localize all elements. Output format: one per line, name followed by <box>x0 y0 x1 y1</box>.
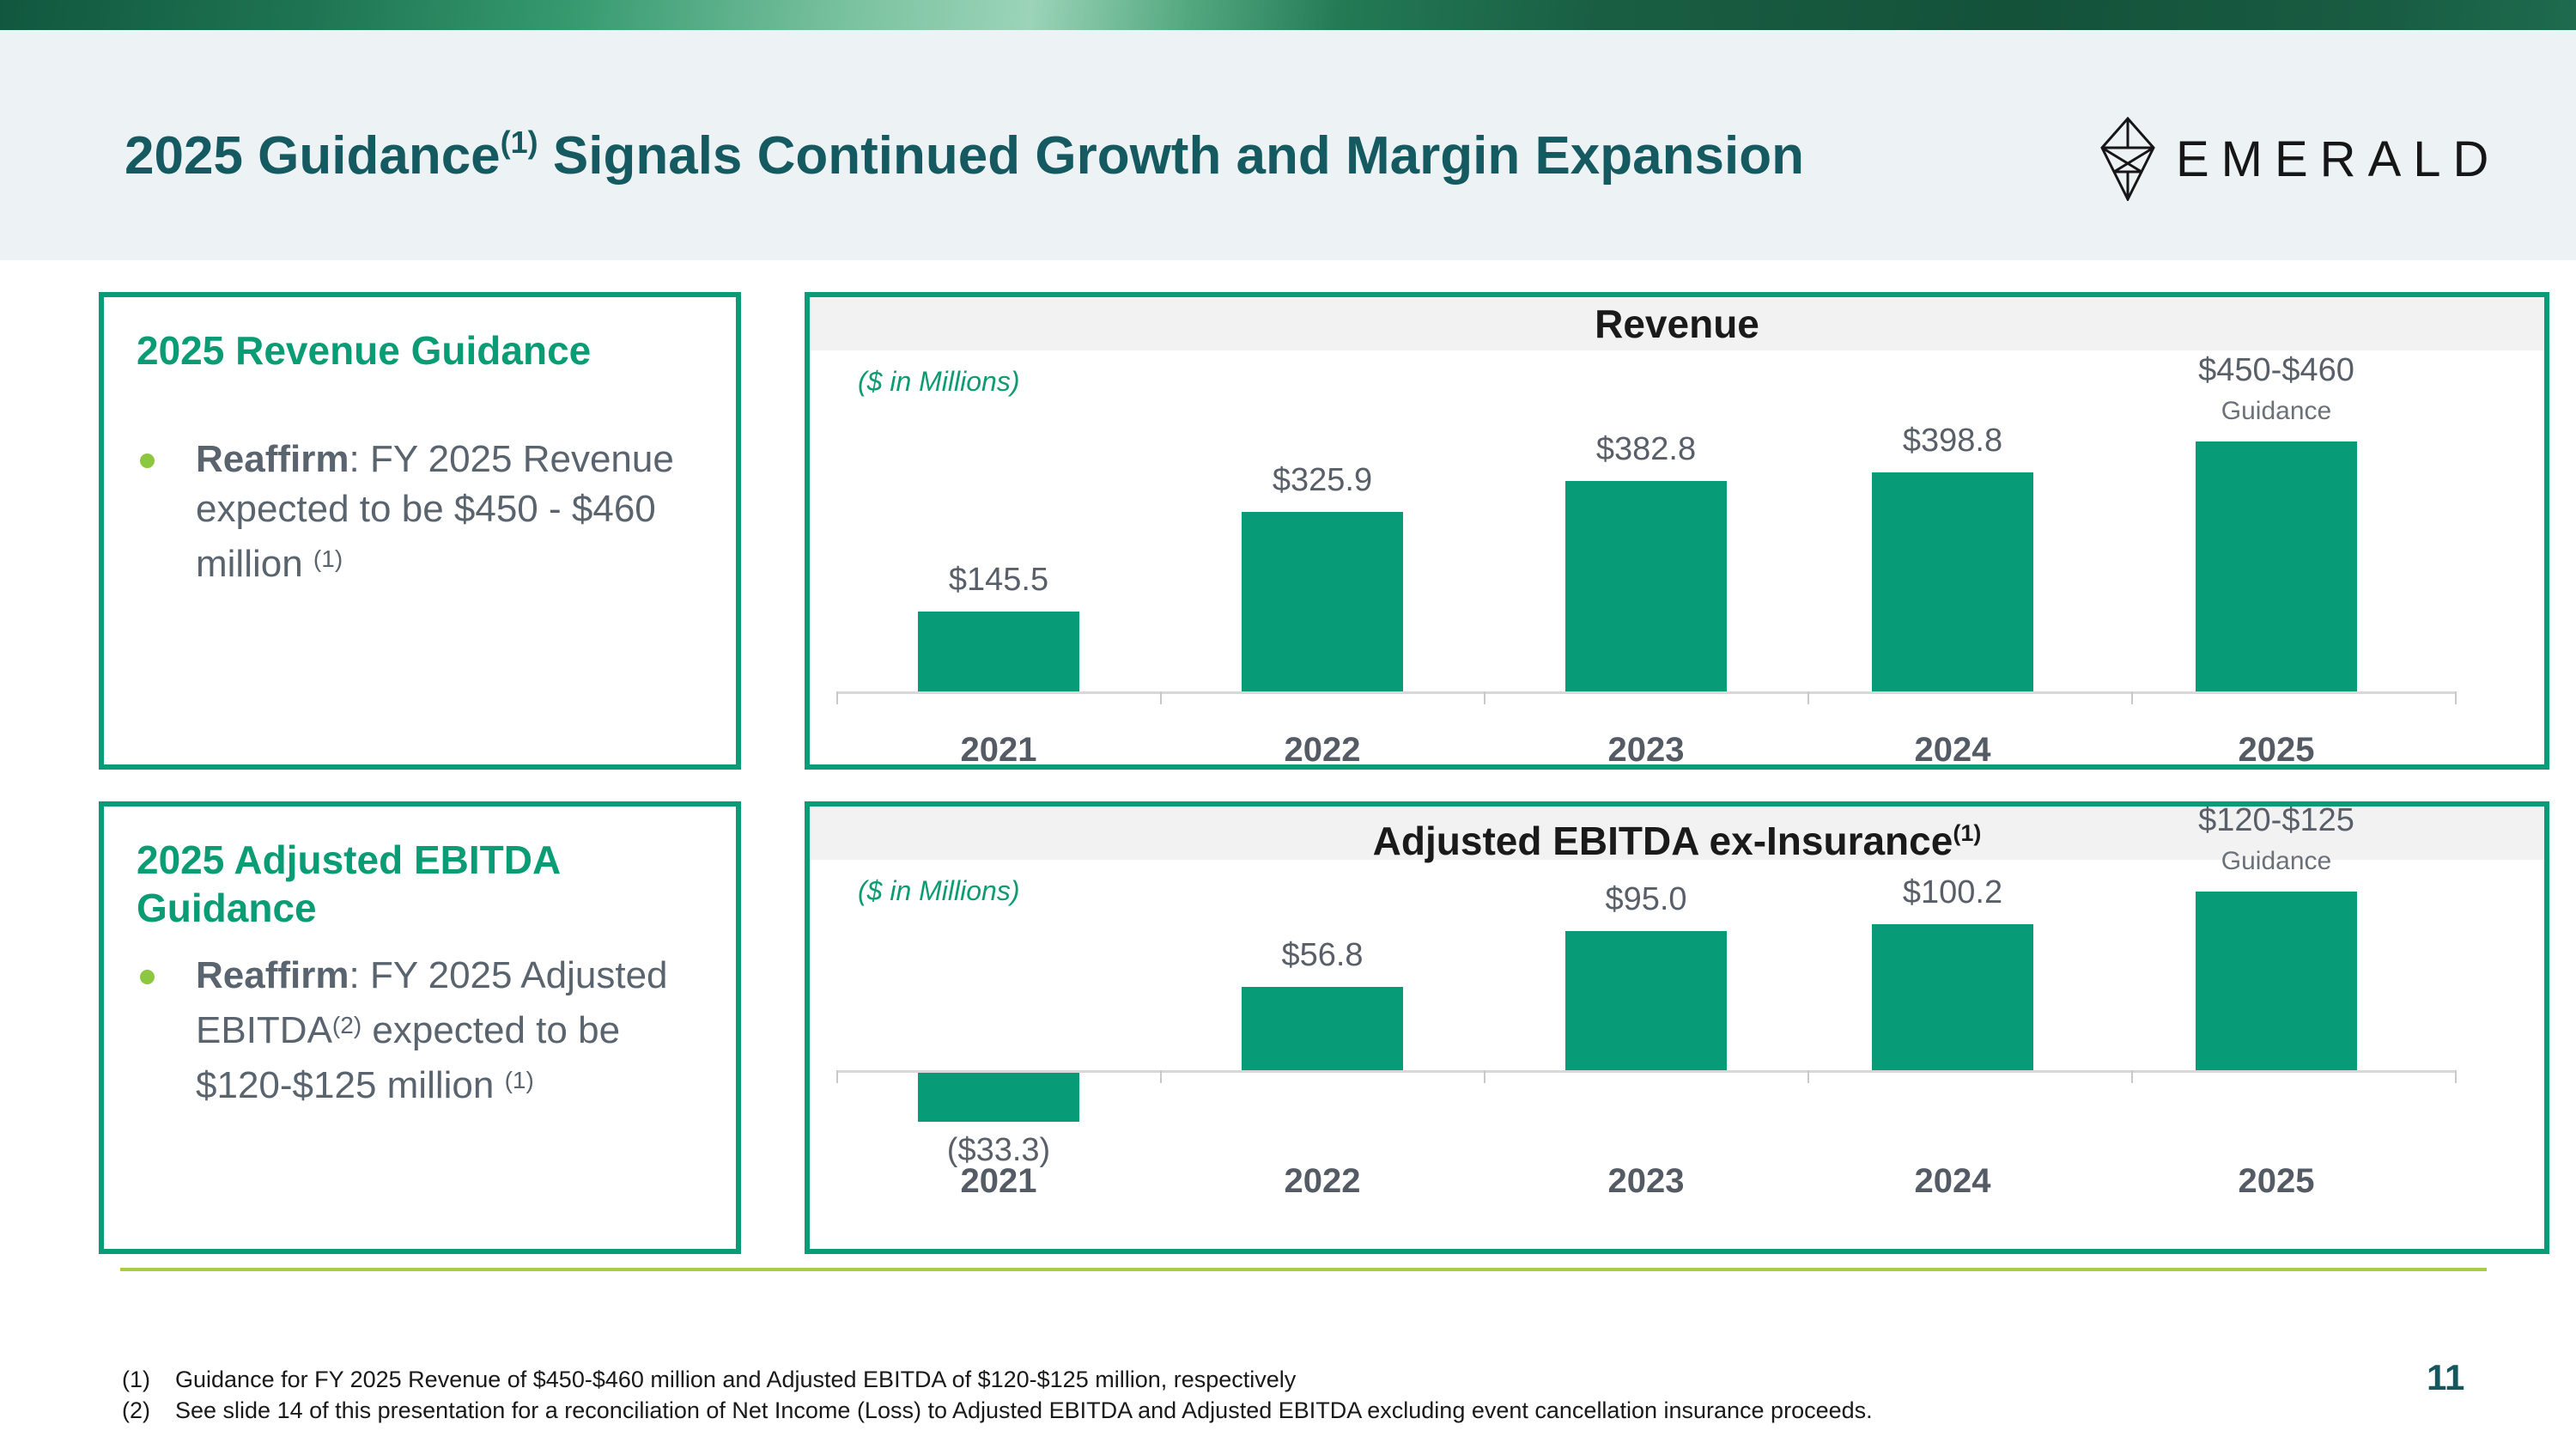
bar-2022 <box>1242 512 1403 691</box>
x-tick-label-2024: 2024 <box>1914 731 1991 769</box>
slide-header: 2025 Guidance(1) Signals Continued Growt… <box>0 30 2576 260</box>
ebitda-units-note: ($ in Millions) <box>858 875 1020 906</box>
bullet-body: : FY 2025 Revenue expected to be $450 - … <box>196 438 674 585</box>
bar-2022 <box>1242 987 1403 1070</box>
page-title: 2025 Guidance(1) Signals Continued Growt… <box>125 125 1804 186</box>
ebitda-chart: Adjusted EBITDA ex-Insurance(1) ($ in Mi… <box>805 801 2549 1254</box>
x-axis-tick <box>1484 1070 1485 1083</box>
x-tick-label-2023: 2023 <box>1607 731 1685 769</box>
emerald-logo-wordmark: EMERALD <box>2176 131 2501 187</box>
x-axis-tick <box>2455 1070 2457 1083</box>
bar-2024 <box>1872 472 2033 691</box>
bullet-footnote-ref-1: (1) <box>504 1067 534 1093</box>
bar-label-2021: ($33.3) <box>946 1132 1051 1168</box>
bar-2025 <box>2196 441 2357 691</box>
bar-2025 <box>2196 892 2357 1070</box>
x-tick-label-2022: 2022 <box>1284 1162 1361 1200</box>
bar-sublabel-2025: Guidance <box>2221 847 2332 875</box>
x-axis-line <box>836 1070 2456 1073</box>
revenue-chart-title: Revenue <box>810 297 2544 350</box>
ebitda-chart-title-footnote-ref: (1) <box>1953 820 1982 846</box>
emerald-gem-icon <box>2100 117 2155 201</box>
bar-2021 <box>918 612 1079 691</box>
footnote-1-text: Guidance for FY 2025 Revenue of $450-$46… <box>175 1367 1297 1392</box>
footnote-1-marker: (1) <box>122 1367 150 1392</box>
ebitda-guidance-panel: 2025 Adjusted EBITDA Guidance Reaffirm: … <box>99 801 741 1254</box>
bar-label-2022: $56.8 <box>1281 937 1364 973</box>
bullet-lead: Reaffirm <box>196 954 349 996</box>
page-title-footnote-ref: (1) <box>500 125 538 160</box>
emerald-logo: EMERALD <box>2100 107 2500 210</box>
x-tick-label-2023: 2023 <box>1607 1162 1685 1200</box>
revenue-guidance-bullet-text: Reaffirm: FY 2025 Revenue expected to be… <box>196 435 728 589</box>
footnote-2-marker: (2) <box>122 1397 150 1423</box>
x-axis-tick <box>1484 691 1485 704</box>
bullet-dot-icon <box>140 454 155 468</box>
bar-2023 <box>1565 481 1727 691</box>
revenue-chart-title-text: Revenue <box>1595 301 1759 346</box>
x-tick-label-2024: 2024 <box>1914 1162 1991 1200</box>
x-tick-label-2021: 2021 <box>960 731 1037 769</box>
x-axis-tick <box>1160 1070 1162 1083</box>
footnotes: (1) Guidance for FY 2025 Revenue of $450… <box>122 1364 1873 1426</box>
bar-label-2024: $398.8 <box>1902 423 2003 459</box>
x-axis-tick <box>836 1070 838 1083</box>
bar-label-2024: $100.2 <box>1902 874 2003 910</box>
page-number: 11 <box>2427 1357 2465 1397</box>
bar-label-2021: $145.5 <box>948 562 1049 598</box>
ebitda-chart-title: Adjusted EBITDA ex-Insurance(1) <box>810 807 2544 863</box>
revenue-plot-area: $145.5 2021 $325.9 2022 $382.8 2023 $398.8 2024… <box>810 350 2544 769</box>
x-axis-tick <box>2131 1070 2133 1083</box>
x-axis-tick <box>1807 1070 1809 1083</box>
bar-2023 <box>1565 931 1727 1070</box>
footer-divider-line <box>120 1268 2487 1271</box>
bar-2021 <box>918 1073 1079 1122</box>
bullet-footnote-ref: (1) <box>313 545 343 572</box>
bar-label-2022: $325.9 <box>1272 462 1373 498</box>
bullet-body-2: expected to be $120-$125 million <box>196 1009 621 1106</box>
ebitda-chart-title-text: Adjusted EBITDA ex-Insurance <box>1372 819 1953 863</box>
ebitda-plot-area: ($33.3) 2021 $56.8 2022 $95.0 2023 $100.2 2024 $… <box>810 802 2544 1249</box>
page-title-rest: Signals Continued Growth and Margin Expa… <box>538 126 1804 186</box>
top-banner-decoration <box>0 0 2576 30</box>
x-axis-tick <box>1807 691 1809 704</box>
x-axis-tick <box>2455 691 2457 704</box>
revenue-guidance-panel-title: 2025 Revenue Guidance <box>137 328 592 373</box>
bar-label-2025: $120-$125 <box>2198 802 2354 838</box>
bar-2024 <box>1872 924 2033 1070</box>
revenue-chart: Revenue ($ in Millions) $145.5 2021 $325.9… <box>805 292 2549 770</box>
x-axis-tick <box>1160 691 1162 704</box>
x-axis-tick <box>836 691 838 704</box>
footnote-2-text: See slide 14 of this presentation for a … <box>175 1397 1873 1423</box>
bullet-body-1: : FY 2025 Adjusted EBITDA <box>196 954 668 1051</box>
revenue-guidance-panel: 2025 Revenue Guidance Reaffirm: FY 2025 … <box>99 292 741 770</box>
footnote-1: (1) Guidance for FY 2025 Revenue of $450… <box>122 1364 1873 1395</box>
bar-label-2023: $95.0 <box>1605 881 1687 917</box>
bar-sublabel-2025: Guidance <box>2221 397 2332 425</box>
bullet-lead: Reaffirm <box>196 438 349 480</box>
x-axis-tick <box>2131 691 2133 704</box>
page-title-text: 2025 Guidance <box>125 126 501 186</box>
revenue-guidance-bullet: Reaffirm: FY 2025 Revenue expected to be… <box>140 435 728 589</box>
ebitda-guidance-panel-title: 2025 Adjusted EBITDA Guidance <box>137 837 560 930</box>
bullet-dot-icon <box>140 970 155 984</box>
ebitda-guidance-bullet: Reaffirm: FY 2025 Adjusted EBITDA(2) exp… <box>140 951 728 1111</box>
bullet-footnote-ref-2: (2) <box>331 1012 362 1038</box>
bar-label-2023: $382.8 <box>1595 431 1697 467</box>
x-tick-label-2025: 2025 <box>2238 1162 2315 1200</box>
revenue-units-note: ($ in Millions) <box>858 366 1020 397</box>
x-tick-label-2021: 2021 <box>960 1162 1037 1200</box>
x-axis-line <box>836 691 2456 694</box>
bar-label-2025: $450-$460 <box>2198 352 2354 388</box>
ebitda-guidance-bullet-text: Reaffirm: FY 2025 Adjusted EBITDA(2) exp… <box>196 951 728 1111</box>
x-tick-label-2025: 2025 <box>2238 731 2315 769</box>
x-tick-label-2022: 2022 <box>1284 731 1361 769</box>
footnote-2: (2) See slide 14 of this presentation fo… <box>122 1395 1873 1426</box>
